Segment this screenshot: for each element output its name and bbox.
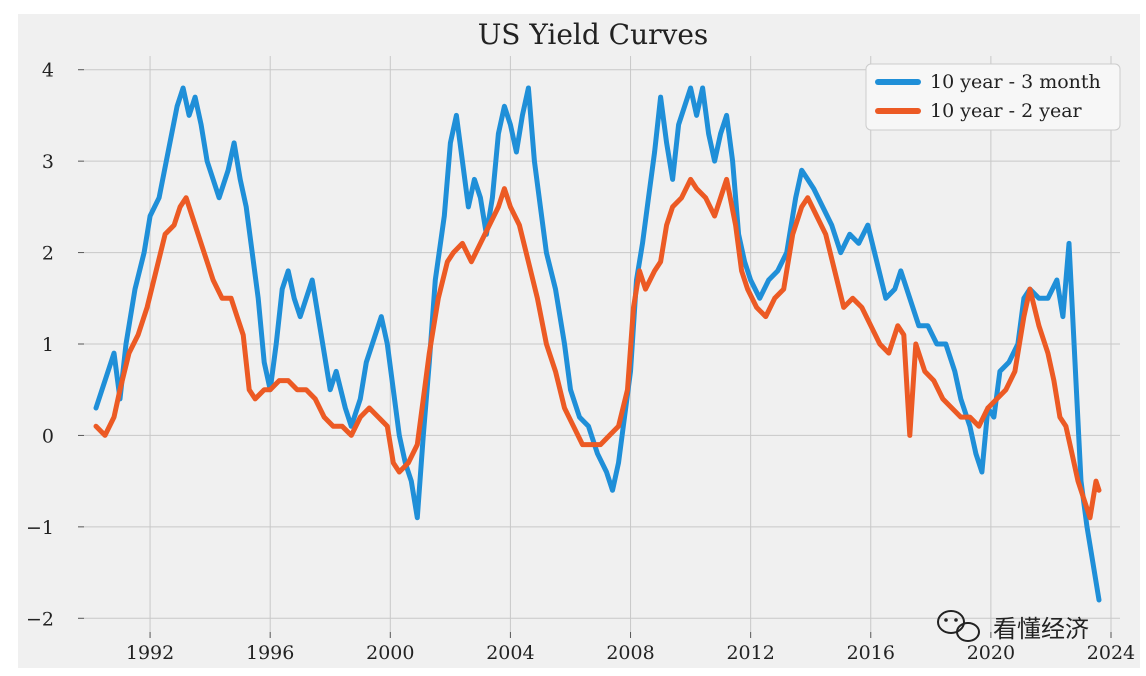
legend: 10 year - 3 month 10 year - 2 year bbox=[865, 63, 1121, 131]
x-tick-label: 2012 bbox=[726, 642, 774, 664]
x-tick-label: 2024 bbox=[1087, 642, 1135, 664]
x-tick-label: 1992 bbox=[126, 642, 174, 664]
legend-box bbox=[865, 63, 1121, 131]
y-tick-label: 0 bbox=[42, 425, 54, 447]
x-tick-label: 2008 bbox=[606, 642, 654, 664]
y-tick-label: 2 bbox=[42, 243, 54, 265]
watermark-text: 看懂经济 bbox=[993, 615, 1089, 643]
x-tick-label: 2016 bbox=[847, 642, 895, 664]
watermark: 看懂经济 bbox=[937, 610, 1089, 643]
x-tick-label: 2000 bbox=[366, 642, 414, 664]
wechat-icon bbox=[937, 610, 980, 642]
series-line-10y-2y bbox=[93, 176, 1102, 521]
series-line-10y-3m bbox=[93, 85, 1102, 603]
y-tick-label: 1 bbox=[42, 334, 54, 356]
legend-label-10y-3m: 10 year - 3 month bbox=[930, 71, 1101, 93]
x-tick-label: 1996 bbox=[246, 642, 294, 664]
y-tick-label: 3 bbox=[42, 151, 54, 173]
axis-ticks: 1992 1996 2000 2004 2008 2012 2016 2020 2024 −2 −1… bbox=[26, 60, 1135, 664]
y-tick-label: 4 bbox=[42, 60, 54, 82]
x-tick-label: 2020 bbox=[967, 642, 1015, 664]
y-tick-label: −1 bbox=[26, 517, 54, 539]
y-tick-label: −2 bbox=[26, 608, 54, 630]
series-layer bbox=[93, 85, 1102, 603]
legend-label-10y-2y: 10 year - 2 year bbox=[930, 100, 1083, 122]
chart-title: US Yield Curves bbox=[478, 18, 709, 51]
x-tick-label: 2004 bbox=[486, 642, 534, 664]
